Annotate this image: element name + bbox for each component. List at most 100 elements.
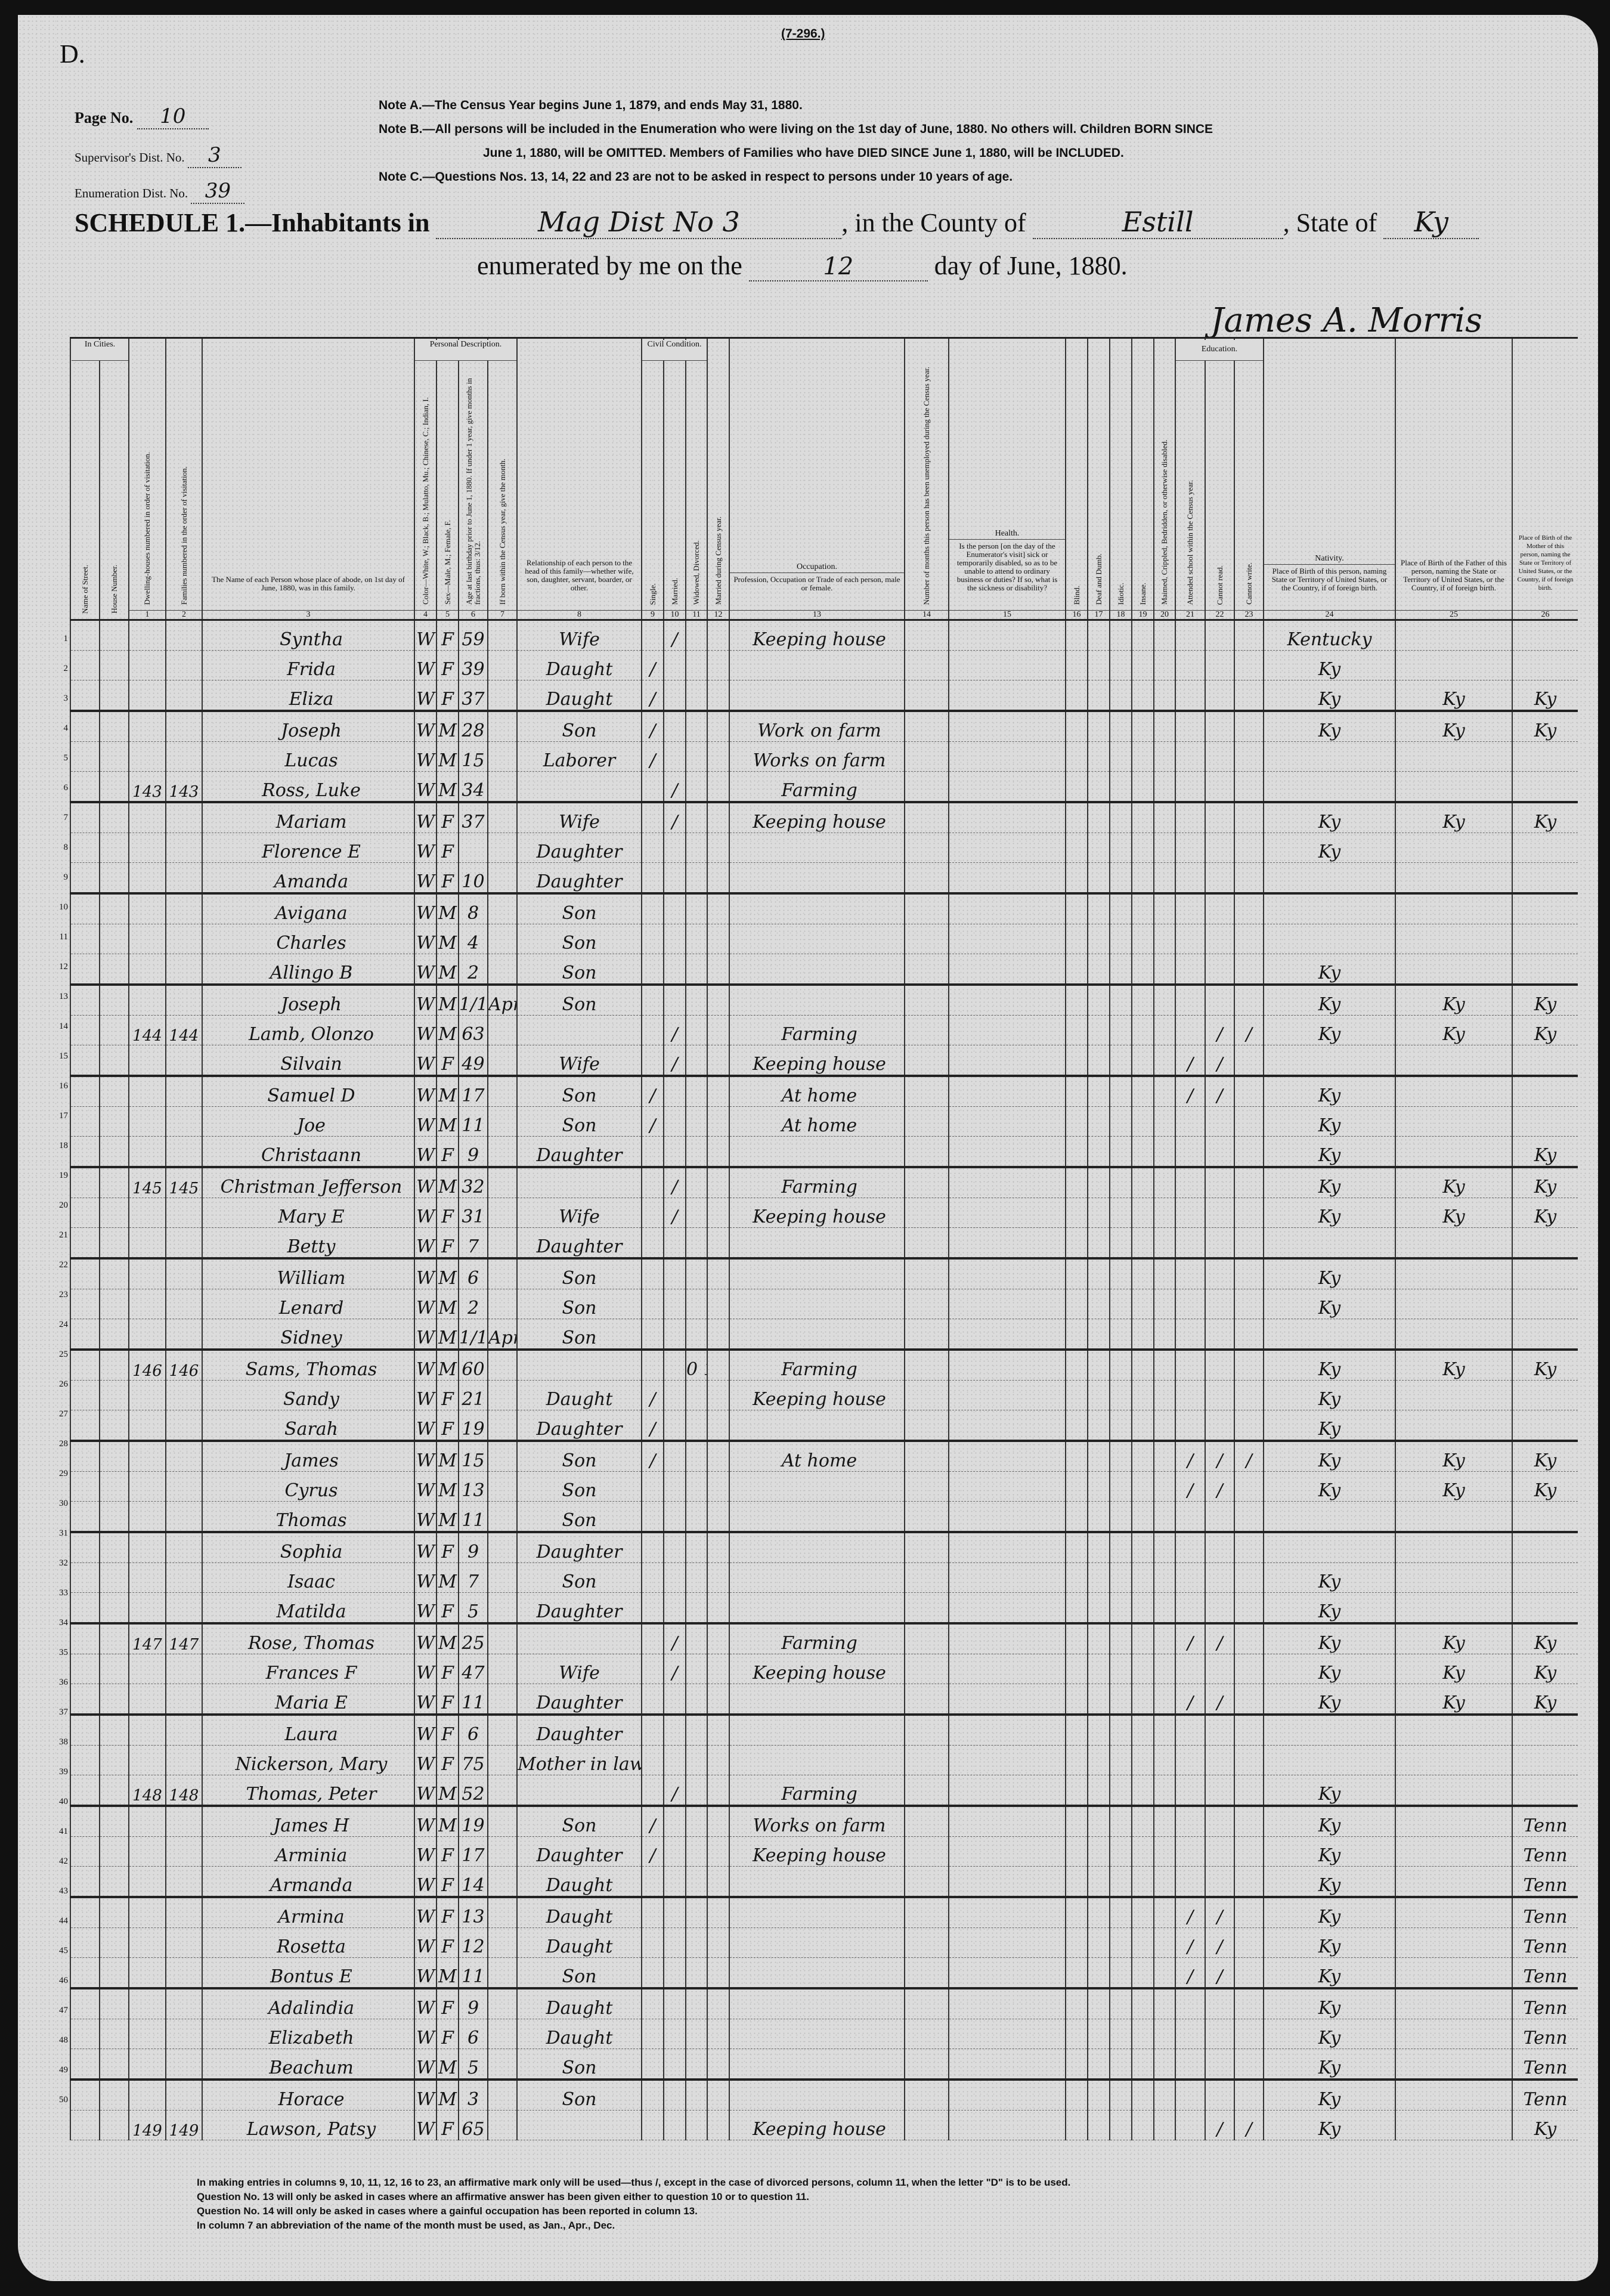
cell-maimed bbox=[1153, 1592, 1175, 1624]
cell-married-yr bbox=[707, 833, 729, 863]
cell-sickness bbox=[948, 1957, 1066, 1989]
cell-blind bbox=[1065, 862, 1088, 895]
cell-insane bbox=[1131, 833, 1154, 863]
cell-blind bbox=[1065, 1258, 1088, 1289]
cell-father-birthplace bbox=[1395, 924, 1512, 954]
cell-birthplace: Ky bbox=[1263, 2019, 1395, 2049]
cell-cannot-write bbox=[1234, 1197, 1264, 1228]
cell-age: 12 bbox=[458, 1927, 488, 1958]
cell-name: Frances F bbox=[202, 1654, 414, 1684]
cell-birthplace bbox=[1263, 862, 1395, 895]
cell-cannot-write bbox=[1234, 1289, 1264, 1319]
cell-cannot-read bbox=[1205, 1350, 1234, 1381]
line-number: 34 bbox=[59, 1618, 68, 1627]
cell-cannot-read bbox=[1205, 620, 1234, 651]
cell-insane bbox=[1131, 2049, 1154, 2081]
cell-married-yr bbox=[707, 1988, 729, 2019]
cell-married-yr bbox=[707, 1471, 729, 1502]
cell-idiotic bbox=[1109, 954, 1132, 986]
cell-month bbox=[487, 680, 517, 712]
cell-deaf bbox=[1087, 1775, 1110, 1807]
cell-widowed bbox=[685, 833, 707, 863]
cell-unemployed bbox=[904, 862, 949, 895]
cell-name: Sophia bbox=[202, 1532, 414, 1563]
cell-family bbox=[165, 2019, 202, 2049]
cell-father-birthplace bbox=[1395, 893, 1512, 924]
cell-age: 60 bbox=[458, 1350, 488, 1381]
cell-sickness bbox=[948, 924, 1066, 954]
cell-street bbox=[70, 1106, 100, 1137]
cell-relation: Wife bbox=[516, 620, 642, 651]
cell-deaf bbox=[1087, 1045, 1110, 1077]
cell-school: / bbox=[1175, 1076, 1205, 1107]
cell-month bbox=[487, 833, 517, 863]
cell-age: 52 bbox=[458, 1775, 488, 1807]
cell-single bbox=[641, 833, 664, 863]
cell-father-birthplace: Ky bbox=[1395, 680, 1512, 712]
cell-color: W bbox=[414, 1501, 436, 1533]
cell-maimed bbox=[1153, 862, 1175, 895]
cell-street bbox=[70, 650, 100, 680]
header-2: Families numbered in the order of visita… bbox=[165, 337, 202, 621]
cell-idiotic bbox=[1109, 680, 1132, 712]
cell-father-birthplace bbox=[1395, 1866, 1512, 1898]
cell-insane bbox=[1131, 1015, 1154, 1045]
cell-married bbox=[663, 985, 686, 1016]
cell-sex: M bbox=[436, 2080, 459, 2111]
cell-blind bbox=[1065, 1227, 1088, 1260]
cell-deaf bbox=[1087, 620, 1110, 651]
cell-color: W bbox=[414, 1897, 436, 1928]
cell-married-yr bbox=[707, 2110, 729, 2140]
cell-cannot-read bbox=[1205, 1197, 1234, 1228]
cell-maimed bbox=[1153, 1897, 1175, 1928]
cell-color: W bbox=[414, 1654, 436, 1684]
cell-name: Rosetta bbox=[202, 1927, 414, 1958]
cell-cannot-read: / bbox=[1205, 1015, 1234, 1045]
header-22: Cannot read. 22 bbox=[1205, 337, 1234, 621]
cell-idiotic bbox=[1109, 620, 1132, 651]
cell-street bbox=[70, 1197, 100, 1228]
cell-deaf bbox=[1087, 924, 1110, 954]
cell-street bbox=[70, 893, 100, 924]
line-number: 17 bbox=[59, 1111, 68, 1121]
cell-occupation: At home bbox=[729, 1441, 905, 1472]
cell-sickness bbox=[948, 1745, 1066, 1775]
cell-unemployed bbox=[904, 1654, 949, 1684]
cell-age: 37 bbox=[458, 680, 488, 712]
cell-mother-birthplace: Tenn bbox=[1512, 2049, 1578, 2081]
cell-blind bbox=[1065, 1045, 1088, 1077]
cell-insane bbox=[1131, 1136, 1154, 1168]
cell-sickness bbox=[948, 1076, 1066, 1107]
cell-occupation bbox=[729, 1715, 905, 1746]
cell-married-yr bbox=[707, 862, 729, 895]
cell-family bbox=[165, 1410, 202, 1442]
cell-month bbox=[487, 1775, 517, 1807]
cell-house bbox=[99, 1076, 129, 1107]
cell-age: 6 bbox=[458, 2019, 488, 2049]
cell-deaf bbox=[1087, 680, 1110, 712]
cell-cannot-write bbox=[1234, 2049, 1264, 2081]
header-19: Insane. 19 bbox=[1131, 337, 1154, 621]
cell-birthplace: Ky bbox=[1263, 1350, 1395, 1381]
cell-widowed bbox=[685, 954, 707, 986]
cell-cannot-read: / bbox=[1205, 1684, 1234, 1716]
cell-sex: M bbox=[436, 1562, 459, 1593]
cell-deaf bbox=[1087, 1227, 1110, 1260]
cell-father-birthplace bbox=[1395, 1136, 1512, 1168]
cell-school bbox=[1175, 620, 1205, 651]
cell-family bbox=[165, 1745, 202, 1775]
cell-married-yr bbox=[707, 1350, 729, 1381]
cell-maimed bbox=[1153, 2080, 1175, 2111]
header-25: Place of Birth of the Father of this per… bbox=[1395, 337, 1512, 621]
cell-occupation bbox=[729, 2049, 905, 2081]
cell-family bbox=[165, 893, 202, 924]
cell-street bbox=[70, 802, 100, 833]
cell-mother-birthplace bbox=[1512, 1775, 1578, 1807]
cell-idiotic bbox=[1109, 1957, 1132, 1989]
cell-married: / bbox=[663, 802, 686, 833]
table-row: Isaac W M 7 Son Ky bbox=[70, 1562, 1578, 1593]
cell-sickness bbox=[948, 1988, 1066, 2019]
cell-school bbox=[1175, 1501, 1205, 1533]
cell-sickness bbox=[948, 2080, 1066, 2111]
cell-unemployed bbox=[904, 2049, 949, 2081]
